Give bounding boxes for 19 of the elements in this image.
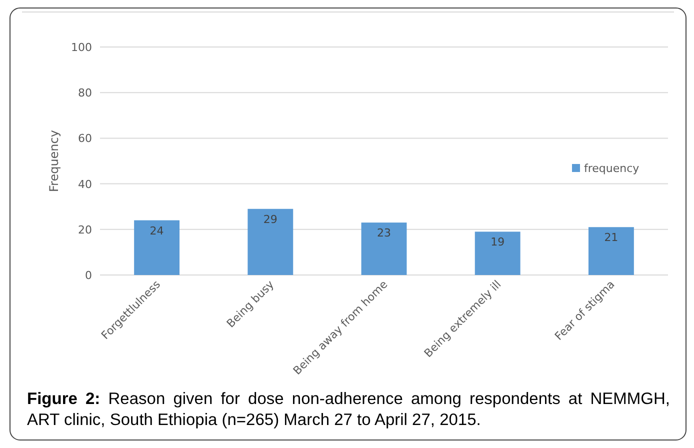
- text: Figure 2: Reason given for dose non-adherence among respondents at NEMMGH, ART clinic, South Ethiopia (n=265) March 27 to April 27, 2015.: [27, 389, 670, 431]
- bar: [361, 222, 407, 275]
- data-label: 23: [377, 226, 391, 240]
- y-tick-label: 0: [85, 269, 92, 282]
- y-tick-label: 60: [78, 132, 92, 146]
- bar: [248, 208, 294, 275]
- bar: [474, 232, 520, 275]
- data-label: 24: [150, 224, 164, 238]
- data-label: 19: [490, 236, 505, 249]
- y-tick-label: 80: [78, 86, 92, 100]
- bar: [588, 227, 634, 275]
- data-label: 29: [263, 212, 278, 226]
- y-tick-label: 100: [71, 41, 92, 54]
- y-axis-title: Frequency: [47, 130, 61, 192]
- y-tick-label: 40: [78, 178, 92, 191]
- y-tick-label: 20: [78, 223, 92, 236]
- legend-label: frequency: [584, 162, 640, 175]
- data-label: 21: [604, 231, 618, 244]
- bar: [134, 220, 180, 275]
